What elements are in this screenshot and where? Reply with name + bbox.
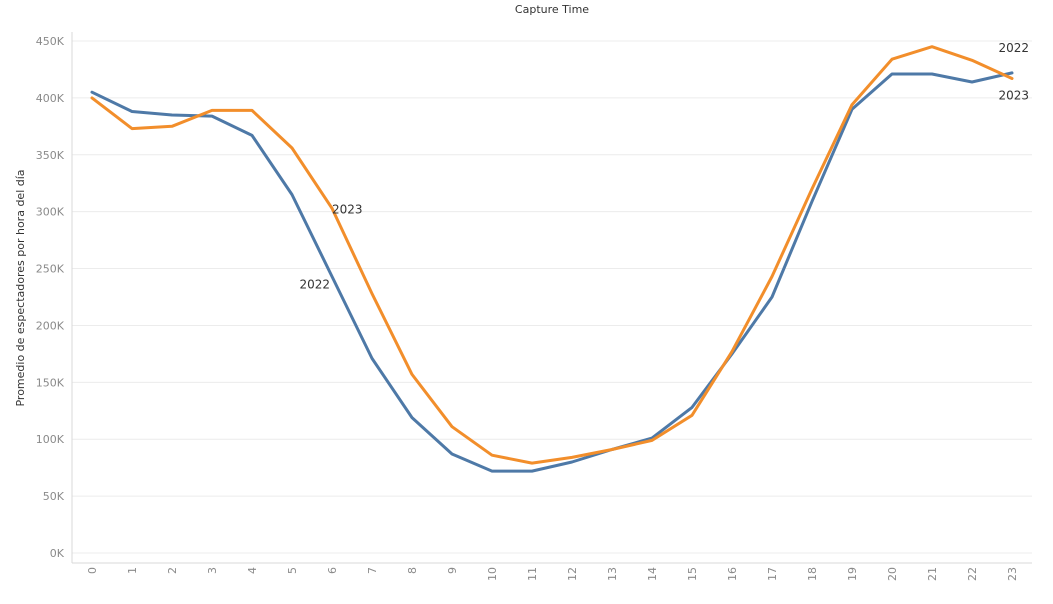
x-tick-label: 9 <box>446 567 459 574</box>
x-tick-label: 18 <box>806 567 819 581</box>
x-tick-label: 1 <box>126 567 139 574</box>
x-tick-label: 4 <box>246 567 259 574</box>
x-tick-label: 8 <box>406 567 419 574</box>
series-line-2022 <box>90 71 1014 473</box>
x-tick-label: 13 <box>606 567 619 581</box>
y-tick-label: 350K <box>36 149 65 162</box>
series-label-2022: 2022 <box>299 278 330 292</box>
x-tick-label: 3 <box>206 567 219 574</box>
series-label-2023: 2023 <box>998 89 1029 103</box>
x-tick-label: 19 <box>846 567 859 581</box>
chart-title: Capture Time <box>515 3 589 16</box>
x-tick-label: 17 <box>766 567 779 581</box>
gridlines <box>71 32 1032 564</box>
x-tick-label: 21 <box>926 567 939 581</box>
x-tick-label: 11 <box>526 567 539 581</box>
y-tick-label: 450K <box>36 35 65 48</box>
x-tick-label: 0 <box>86 567 99 574</box>
x-tick-label: 6 <box>326 567 339 574</box>
x-tick-label: 5 <box>286 567 299 574</box>
y-tick-label: 200K <box>36 319 65 332</box>
x-axis-ticks: 0 1 2 3 4 5 6 7 8 9 10 11 12 13 14 15 16 17 18 19 20 21 22 23 <box>86 567 1019 581</box>
y-tick-label: 50K <box>43 490 65 503</box>
x-tick-label: 23 <box>1006 567 1019 581</box>
y-axis-title: Promedio de espectadores por hora del dí… <box>14 169 27 406</box>
y-tick-label: 400K <box>36 92 65 105</box>
y-tick-label: 300K <box>36 206 65 219</box>
x-tick-label: 2 <box>166 567 179 574</box>
x-tick-label: 20 <box>886 567 899 581</box>
series-label-2022: 2022 <box>998 41 1029 55</box>
series-label-2023: 2023 <box>332 202 363 216</box>
y-tick-label: 0K <box>50 547 65 560</box>
x-tick-label: 10 <box>486 567 499 581</box>
series-labels: 2022 2022 2023 2023 <box>299 41 1029 292</box>
x-tick-label: 16 <box>726 567 739 581</box>
x-tick-label: 22 <box>966 567 979 581</box>
y-tick-label: 100K <box>36 433 65 446</box>
series-line-2023 <box>90 45 1014 465</box>
x-tick-label: 15 <box>686 567 699 581</box>
x-tick-label: 7 <box>366 567 379 574</box>
series-lines <box>90 45 1014 473</box>
y-tick-label: 150K <box>36 376 65 389</box>
x-tick-label: 14 <box>646 567 659 581</box>
y-tick-label: 250K <box>36 263 65 276</box>
x-tick-label: 12 <box>566 567 579 581</box>
y-axis-ticks: 0K 50K 100K 150K 200K 250K 300K 350K 400K 450K <box>36 35 65 560</box>
